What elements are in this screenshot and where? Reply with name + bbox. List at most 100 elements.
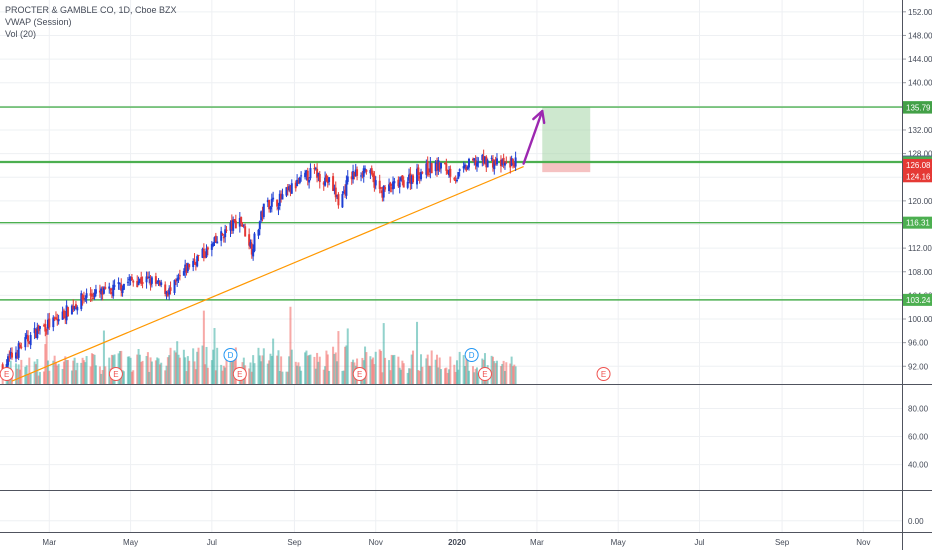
candle-body bbox=[201, 248, 204, 258]
candle-body bbox=[138, 278, 141, 283]
event-marker-label: E bbox=[4, 370, 9, 379]
earnings-marker[interactable]: E bbox=[232, 367, 247, 381]
volume-bar bbox=[42, 371, 45, 384]
volume-bar bbox=[475, 367, 478, 384]
candle-body bbox=[401, 175, 404, 180]
volume-bar bbox=[384, 357, 387, 384]
time-tick-label: Nov bbox=[369, 538, 383, 547]
candle-body bbox=[495, 158, 498, 165]
candle-body bbox=[214, 235, 217, 242]
candle-body bbox=[17, 343, 20, 358]
volume-bar bbox=[471, 366, 474, 384]
position-zone[interactable] bbox=[542, 107, 591, 173]
volume-bar bbox=[418, 371, 421, 384]
stop-zone[interactable] bbox=[542, 161, 591, 173]
volume-bar bbox=[286, 371, 289, 384]
price-axis-label: 124.16 bbox=[906, 172, 931, 181]
volume-bar bbox=[410, 354, 413, 384]
volume-bar bbox=[332, 346, 335, 384]
volume-bar bbox=[98, 366, 101, 384]
earnings-marker[interactable]: E bbox=[596, 367, 611, 381]
candle-body bbox=[406, 181, 409, 188]
volume-bar bbox=[466, 352, 469, 384]
volume-bar bbox=[129, 357, 132, 384]
volume-bar bbox=[381, 372, 384, 384]
volume-bar bbox=[326, 354, 329, 384]
candle-body bbox=[146, 277, 149, 279]
candle-body bbox=[473, 158, 476, 161]
earnings-marker[interactable]: E bbox=[352, 367, 367, 381]
horizontal-levels[interactable] bbox=[0, 106, 902, 301]
candle-body bbox=[28, 341, 31, 344]
volume-bar bbox=[185, 371, 188, 384]
volume-bar bbox=[174, 352, 177, 384]
price-tick-label: 96.00 bbox=[908, 339, 929, 348]
candle-body bbox=[250, 243, 253, 255]
candle-body bbox=[221, 233, 224, 236]
earnings-marker[interactable]: E bbox=[0, 367, 14, 381]
volume-bar bbox=[121, 370, 124, 384]
vwap-indicator-label[interactable]: VWAP (Session) bbox=[5, 17, 72, 27]
volume-indicator-label[interactable]: Vol (20) bbox=[5, 29, 37, 39]
volume-bar bbox=[193, 361, 196, 384]
projection-arrow[interactable] bbox=[522, 109, 544, 165]
candle-body bbox=[290, 183, 293, 194]
candle-body bbox=[128, 279, 131, 281]
candle-body bbox=[309, 168, 312, 179]
target-zone[interactable] bbox=[542, 107, 591, 162]
candle-body bbox=[304, 172, 307, 178]
volume-bar bbox=[364, 346, 367, 384]
volume-bar bbox=[126, 356, 129, 384]
event-marker-label: D bbox=[228, 351, 234, 360]
candle-body bbox=[509, 161, 512, 168]
volume-bar bbox=[248, 368, 251, 384]
volume-bar bbox=[53, 355, 56, 384]
candle-body bbox=[29, 335, 32, 346]
candle-body bbox=[100, 288, 103, 295]
candle-body bbox=[505, 161, 508, 163]
candle-body bbox=[434, 162, 437, 172]
candle-body bbox=[104, 286, 107, 289]
trend-line-group[interactable] bbox=[11, 109, 546, 382]
price-tick-label: 112.00 bbox=[908, 244, 932, 253]
candle-body bbox=[93, 292, 96, 298]
volume-bar bbox=[89, 366, 92, 384]
volume-bar bbox=[140, 361, 143, 384]
volume-bar bbox=[389, 370, 392, 384]
volume-bar bbox=[130, 371, 133, 384]
earnings-marker[interactable]: E bbox=[477, 367, 492, 381]
volume-bar bbox=[382, 323, 385, 384]
candle-body bbox=[318, 174, 321, 183]
candle-body bbox=[493, 161, 496, 170]
candle-body bbox=[8, 356, 11, 358]
candle-body bbox=[242, 224, 245, 226]
candle-body bbox=[481, 155, 484, 161]
candle-body bbox=[216, 241, 219, 244]
volume-bar bbox=[160, 362, 163, 384]
volume-bar bbox=[65, 360, 68, 384]
volume-bar bbox=[266, 363, 269, 384]
earnings-marker[interactable]: E bbox=[108, 367, 123, 381]
price-axis-label-bg bbox=[903, 216, 932, 229]
candle-body bbox=[74, 304, 77, 309]
dividend-marker[interactable]: D bbox=[223, 348, 238, 362]
candle-body bbox=[334, 187, 337, 198]
volume-bar bbox=[225, 357, 228, 384]
candle-body bbox=[14, 352, 17, 359]
event-marker-label: E bbox=[357, 370, 362, 379]
event-marker-circle bbox=[464, 348, 479, 362]
trend-line[interactable] bbox=[11, 166, 524, 382]
candle-body bbox=[157, 280, 160, 283]
volume-bar bbox=[64, 356, 67, 384]
candle-body bbox=[384, 187, 387, 190]
volume-bar bbox=[477, 372, 480, 384]
volume-bar bbox=[457, 369, 460, 384]
dividend-marker[interactable]: D bbox=[464, 348, 479, 362]
event-markers[interactable]: E E D E E D E E bbox=[0, 348, 611, 381]
candle-body bbox=[436, 163, 439, 171]
volume-bar bbox=[141, 360, 144, 384]
volume-bar bbox=[494, 363, 497, 384]
candle-body bbox=[258, 221, 261, 230]
